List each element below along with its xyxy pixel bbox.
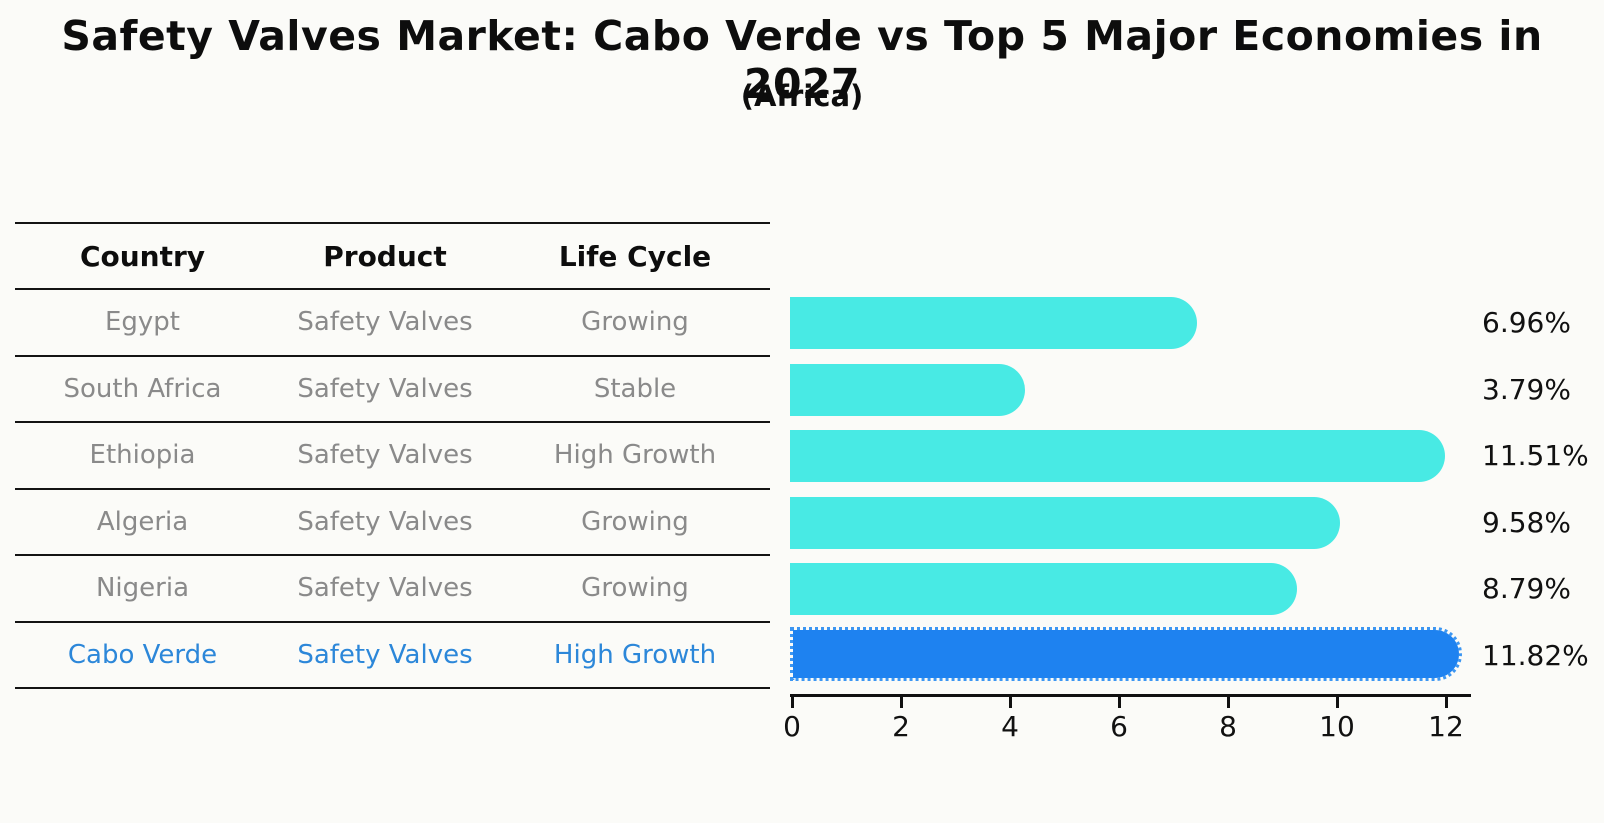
value-label: 11.82%	[1482, 639, 1589, 672]
x-axis-tick-label: 2	[892, 710, 910, 743]
table-header-row: Country Product Life Cycle	[15, 224, 770, 290]
column-header-lifecycle: Life Cycle	[558, 239, 712, 273]
column-header-product: Product	[323, 239, 447, 273]
x-axis-tick-mark	[790, 694, 794, 708]
value-label: 6.96%	[1482, 306, 1571, 339]
x-axis-tick-mark	[899, 694, 903, 708]
cell-country: Ethiopia	[89, 440, 196, 471]
x-axis-tick-mark	[1226, 694, 1230, 708]
table-row: South Africa Safety Valves Stable	[15, 357, 770, 423]
bar-cabo-verde	[790, 627, 1462, 681]
cell-lifecycle: Growing	[581, 307, 689, 338]
cell-lifecycle: High Growth	[553, 440, 717, 471]
x-axis-line	[790, 694, 1471, 697]
value-label: 8.79%	[1482, 572, 1571, 605]
x-axis-tick-label: 6	[1110, 710, 1128, 743]
cell-product: Safety Valves	[297, 440, 473, 471]
cell-country: Algeria	[96, 506, 189, 537]
x-axis-tick-mark	[1444, 694, 1448, 708]
bar-nigeria	[790, 563, 1297, 615]
cell-country: Cabo Verde	[67, 639, 218, 670]
bar-ethiopia	[790, 430, 1445, 482]
column-header-country: Country	[79, 239, 206, 273]
value-label: 3.79%	[1482, 373, 1571, 406]
cell-country: Nigeria	[95, 573, 190, 604]
table-body: Egypt Safety Valves Growing South Africa Saf…	[15, 290, 770, 689]
chart-subtitle: (Africa)	[740, 79, 864, 113]
x-axis-tick-label: 10	[1319, 710, 1355, 743]
x-axis-tick-mark	[1008, 694, 1012, 708]
table-row: Algeria Safety Valves Growing	[15, 490, 770, 556]
value-label: 11.51%	[1482, 439, 1589, 472]
x-axis-tick-label: 4	[1001, 710, 1019, 743]
cell-product: Safety Valves	[297, 307, 473, 338]
value-label: 9.58%	[1482, 506, 1571, 539]
cell-lifecycle: Growing	[581, 573, 689, 604]
table-row: Nigeria Safety Valves Growing	[15, 556, 770, 623]
cell-lifecycle: Stable	[593, 373, 677, 404]
x-axis-tick-label: 12	[1428, 710, 1464, 743]
cell-lifecycle: Growing	[581, 506, 689, 537]
cell-product: Safety Valves	[297, 373, 473, 404]
cell-country: Egypt	[104, 307, 181, 338]
bar-south-africa	[790, 364, 1025, 416]
bar-algeria	[790, 497, 1340, 549]
cell-lifecycle: High Growth	[553, 639, 717, 670]
cell-product: Safety Valves	[297, 506, 473, 537]
table-row: Ethiopia Safety Valves High Growth	[15, 423, 770, 490]
x-axis-tick-mark	[1117, 694, 1121, 708]
table-row: Cabo Verde Safety Valves High Growth	[15, 623, 770, 689]
x-axis-tick-label: 8	[1219, 710, 1237, 743]
x-axis-tick-label: 0	[783, 710, 801, 743]
cell-country: South Africa	[63, 373, 222, 404]
x-axis-tick-mark	[1335, 694, 1339, 708]
cell-product: Safety Valves	[297, 639, 473, 670]
table-row: Egypt Safety Valves Growing	[15, 290, 770, 357]
country-info-table: Country Product Life Cycle Egypt Safety V…	[15, 222, 770, 689]
chart-title: Safety Valves Market: Cabo Verde vs Top …	[61, 12, 1543, 108]
cell-product: Safety Valves	[297, 573, 473, 604]
bar-egypt	[790, 297, 1197, 349]
